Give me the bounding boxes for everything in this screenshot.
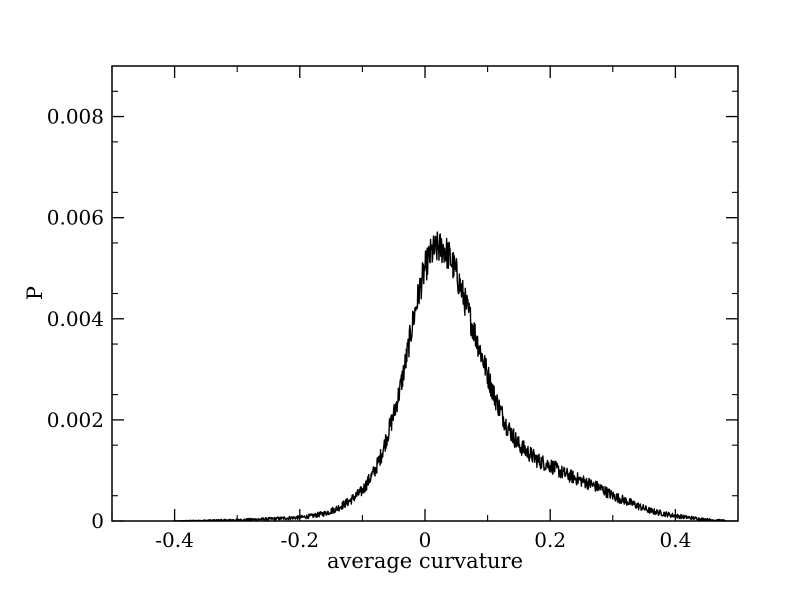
x-axis-ticks — [111, 66, 739, 521]
x-tick-label: 0.4 — [659, 528, 691, 552]
x-tick-label: -0.4 — [155, 528, 194, 552]
y-tick-label: 0 — [91, 509, 104, 533]
x-tick-label: -0.2 — [281, 528, 320, 552]
y-tick-label: 0.002 — [47, 408, 104, 432]
plot-frame — [111, 65, 739, 522]
x-tick-label: 0.2 — [534, 528, 566, 552]
y-axis-tick-labels: 0 0.002 0.004 0.006 0.008 — [47, 105, 104, 533]
y-tick-label: 0.004 — [47, 307, 104, 331]
y-tick-label: 0.006 — [47, 206, 104, 230]
x-axis-label: average curvature — [327, 549, 523, 573]
y-tick-label: 0.008 — [47, 105, 104, 129]
y-axis-ticks — [112, 90, 738, 522]
x-axis-tick-labels: -0.4 -0.2 0 0.2 0.4 — [155, 528, 691, 552]
x-tick-label: 0 — [419, 528, 432, 552]
series-line — [174, 231, 727, 522]
y-axis-label: P — [23, 286, 47, 300]
